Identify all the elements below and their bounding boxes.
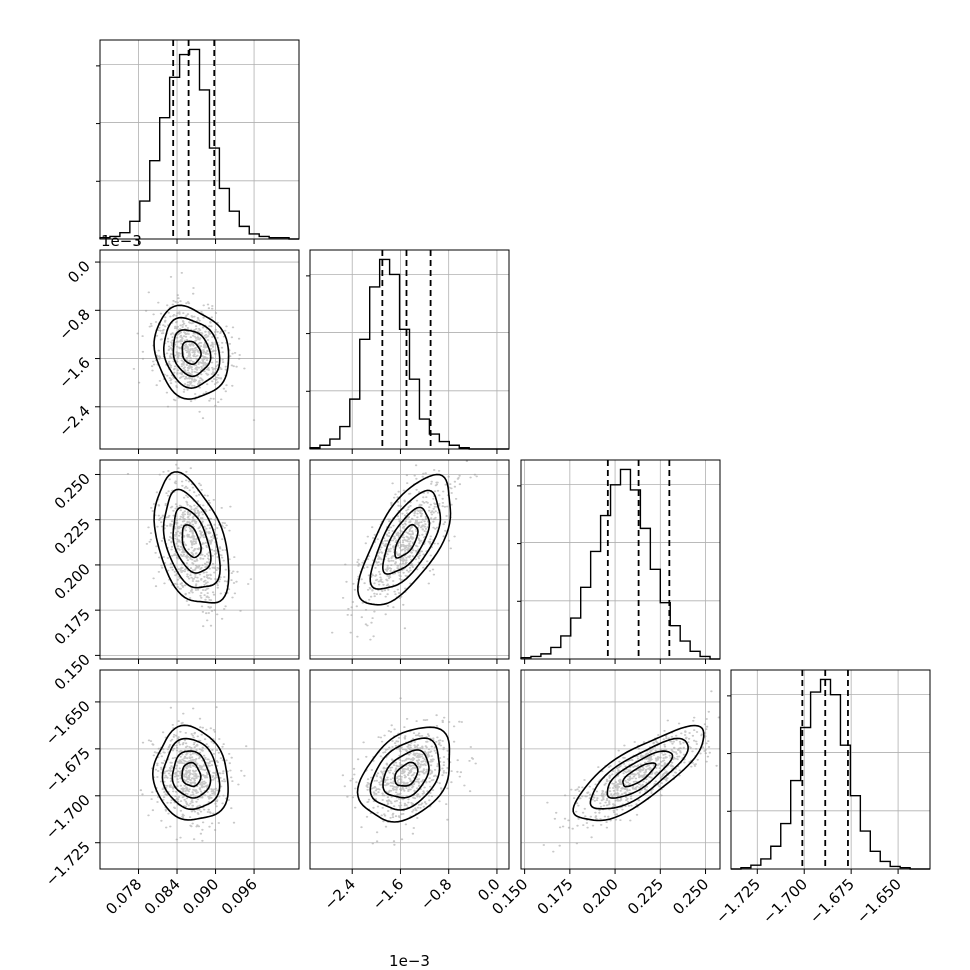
panel-3-1-frame [309, 669, 510, 870]
ytick-label-2-1: 0.175 [51, 605, 94, 648]
panel-2-2 [517, 459, 721, 664]
hist-step-0 [99, 48, 299, 240]
xtick-label-0-1: 0.084 [141, 875, 184, 918]
panel-2-1-frame [309, 459, 510, 660]
ytick-label-1-0: −2.4 [55, 402, 93, 440]
panel-0-0-frame [99, 39, 300, 240]
y-offset-label: 1e−3 [101, 232, 142, 250]
xtick-label-2-2: 0.200 [579, 875, 622, 918]
panel-3-1-scatter [341, 697, 477, 846]
x-offset-label: 1e−3 [389, 952, 430, 970]
xtick-label-2-4: 0.250 [669, 875, 712, 918]
panel-3-2-contour-2 [589, 737, 689, 810]
panel-3-0-contour-3 [151, 724, 229, 821]
panel-2-0-contour-0 [181, 524, 202, 559]
xtick-label-3-2: −1.675 [806, 875, 858, 927]
panel-2-2-frame [520, 459, 721, 660]
panel-2-1-contour-1 [381, 506, 431, 575]
hist-step-1 [309, 258, 509, 450]
xtick-label-1-2: −0.8 [417, 875, 455, 913]
panel-1-1-frame [309, 249, 510, 450]
ytick-label-3-1: −1.700 [42, 791, 94, 843]
xtick-label-0-3: 0.096 [218, 875, 261, 918]
panel-1-0-contour-3 [153, 304, 230, 400]
panel-3-0-contour-2 [161, 737, 221, 811]
panel-3-2-frame [520, 669, 721, 870]
ytick-label-2-2: 0.200 [51, 560, 94, 603]
panel-3-2-contour-0 [622, 762, 657, 788]
panel-2-0-scatter [126, 463, 253, 628]
panel-2-1 [309, 459, 510, 664]
xtick-label-3-1: −1.700 [759, 875, 811, 927]
panel-0-0 [96, 39, 300, 244]
panel-3-0-contour-0 [181, 761, 202, 788]
panel-2-0-contour-3 [153, 471, 230, 604]
panel-3-1-contour-0 [394, 761, 419, 787]
panel-2-0-contour-2 [162, 488, 221, 589]
xtick-label-3-0: −1.725 [712, 875, 764, 927]
panel-2-0-frame [99, 459, 300, 660]
xtick-label-3-3: −1.650 [853, 875, 905, 927]
ytick-label-2-3: 0.225 [51, 515, 94, 558]
panel-2-0 [95, 459, 300, 664]
ytick-label-2-4: 0.250 [51, 470, 94, 513]
xtick-label-1-0: −2.4 [321, 875, 359, 913]
panel-1-0-contour-0 [181, 340, 202, 366]
panel-3-1-contour-3 [356, 726, 451, 823]
panel-3-2 [520, 669, 721, 874]
panel-3-0-frame [99, 669, 300, 870]
xtick-label-2-3: 0.225 [624, 875, 667, 918]
panel-3-1-contour-1 [382, 749, 430, 799]
hist-step-3 [731, 678, 930, 870]
panel-3-2-contour-3 [572, 724, 705, 822]
panel-2-1-contour-0 [394, 523, 419, 559]
panel-3-1 [309, 669, 510, 874]
panel-3-1-contour-2 [369, 737, 441, 811]
ytick-label-1-1: −1.6 [55, 354, 93, 392]
xtick-label-0-0: 0.078 [102, 875, 145, 918]
panel-1-0-contour-2 [163, 316, 221, 390]
hist-step-2 [520, 468, 720, 660]
panel-1-0-contour-1 [172, 329, 212, 378]
panel-1-0 [95, 249, 300, 454]
ytick-label-3-3: −1.650 [42, 697, 94, 749]
panel-2-1-scatter [331, 460, 478, 641]
panel-2-1-contour-2 [369, 489, 442, 590]
ytick-label-1-2: −0.8 [55, 305, 93, 343]
ytick-label-3-2: −1.675 [42, 744, 94, 796]
panel-3-3-frame [730, 669, 931, 870]
panel-3-2-contour-1 [606, 750, 674, 799]
panel-3-3 [727, 669, 931, 874]
panel-3-0-contour-1 [171, 750, 212, 799]
panel-3-0 [95, 669, 300, 874]
xtick-label-1-1: −1.6 [369, 875, 407, 913]
panel-2-1-contour-3 [357, 473, 452, 606]
panel-1-1 [306, 249, 510, 454]
panel-1-0-frame [99, 249, 300, 450]
ytick-label-2-0: 0.150 [51, 650, 94, 693]
panel-2-0-contour-1 [172, 506, 212, 574]
ytick-label-1-3: 0.0 [64, 257, 94, 287]
xtick-label-2-1: 0.175 [534, 875, 577, 918]
ytick-label-3-0: −1.725 [42, 838, 94, 890]
xtick-label-0-2: 0.090 [179, 875, 222, 918]
